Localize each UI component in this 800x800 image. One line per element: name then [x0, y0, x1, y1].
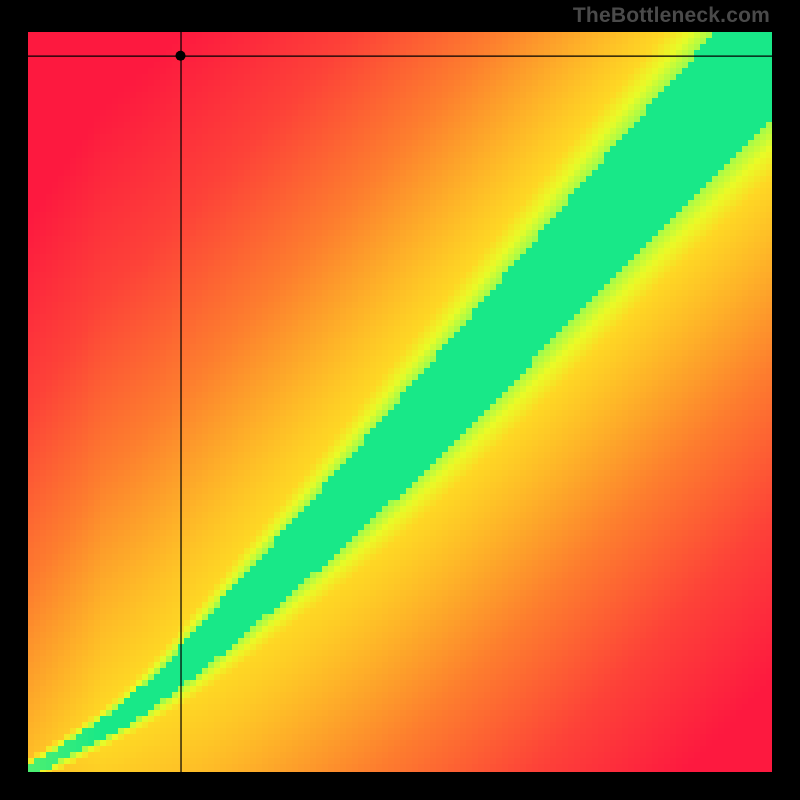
chart-container: TheBottleneck.com — [0, 0, 800, 800]
watermark-text: TheBottleneck.com — [573, 4, 770, 28]
bottleneck-heatmap — [28, 32, 772, 772]
